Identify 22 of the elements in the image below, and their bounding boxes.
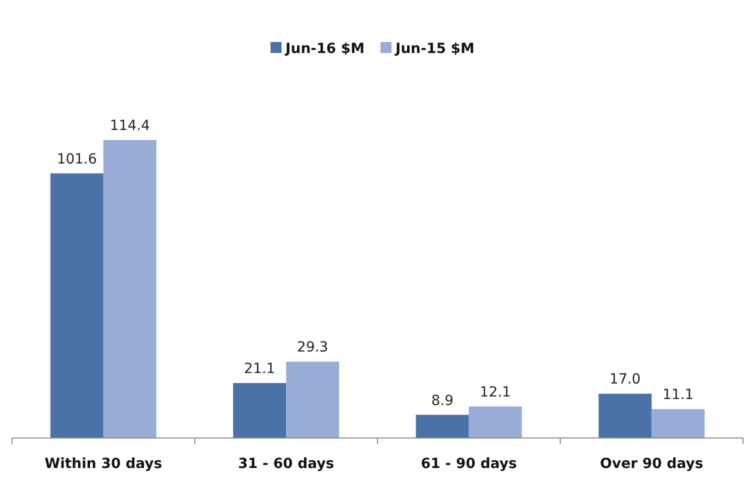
bar [103,140,156,438]
bar [233,383,286,438]
x-tick-label: Within 30 days [44,456,162,472]
bar [468,406,522,438]
bar [598,394,652,438]
data-label: 8.9 [431,392,454,409]
bar [416,414,469,438]
bar [652,409,705,438]
data-label: 114.4 [110,118,150,134]
data-label: 17.0 [610,372,641,388]
data-label: 29.3 [297,340,328,356]
data-label: 12.1 [480,384,511,400]
data-label: 11.1 [662,387,694,404]
x-tick-label: 61 - 90 days [420,456,517,472]
bar [50,173,104,438]
data-label: 101.6 [56,151,97,168]
legend-label: Jun-15 $M [394,41,474,57]
x-tick-label: 31 - 60 days [238,456,334,472]
legend-label: Jun-16 $M [284,41,364,57]
data-label: 21.1 [244,361,276,378]
bar [286,362,340,438]
x-tick-label: Over 90 days [600,456,704,472]
